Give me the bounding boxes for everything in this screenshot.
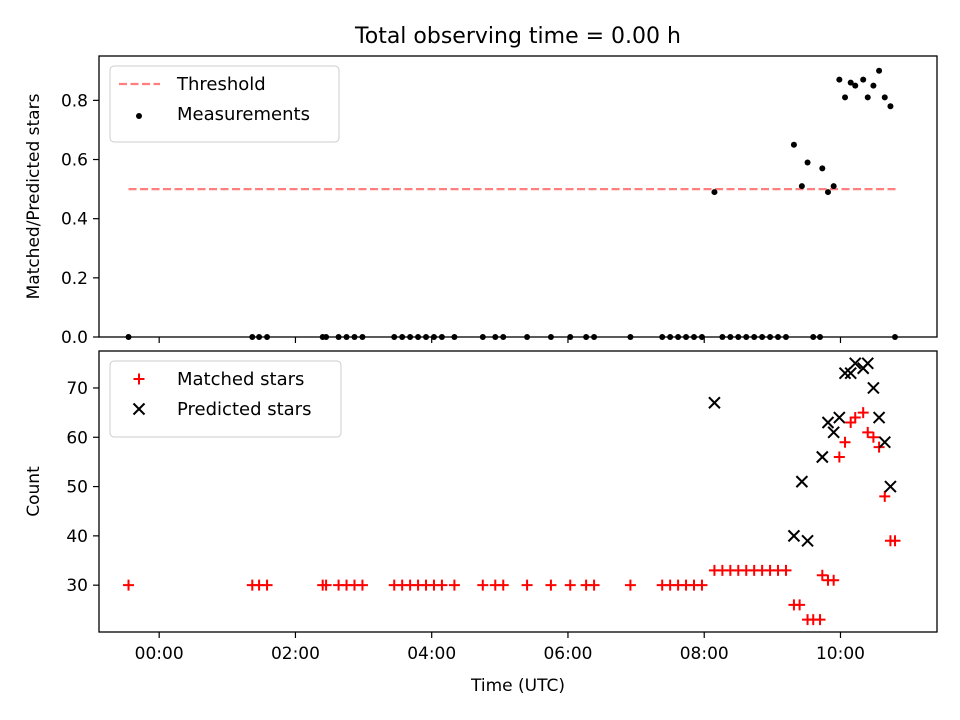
matched-star-point <box>477 579 489 591</box>
matched-star-point <box>436 579 448 591</box>
measurement-point <box>804 159 811 166</box>
predicted-star-point <box>795 475 809 488</box>
legend-label: Threshold <box>176 74 266 95</box>
measurement-point <box>824 189 831 196</box>
matched-star-point <box>696 579 708 591</box>
predicted-star-point <box>827 426 840 439</box>
top-ytick-label: 0.6 <box>61 151 88 171</box>
xtick-label: 10:00 <box>816 644 865 664</box>
predicted-star-point <box>838 366 852 380</box>
top-ytick-label: 0.8 <box>61 91 88 111</box>
legend-label: Measurements <box>177 104 310 125</box>
bottom-ytick-label: 30 <box>66 576 88 596</box>
measurement-point <box>790 141 797 148</box>
measurement-point <box>881 94 888 101</box>
bottom-legend: Matched stars Predicted stars <box>109 360 342 438</box>
legend-matched-swatch <box>133 373 145 385</box>
matched-star-point <box>448 579 460 591</box>
predicted-star-point <box>821 416 835 429</box>
matched-star-point <box>857 407 869 419</box>
matched-star-point <box>828 574 840 586</box>
top-legend: Threshold Measurements <box>109 65 340 143</box>
predicted-star-point <box>867 381 880 395</box>
bottom-ytick-label: 70 <box>66 379 88 399</box>
predicted-star-point <box>708 396 721 409</box>
predicted-star-point <box>878 435 891 449</box>
bottom-ytick-label: 50 <box>66 478 88 498</box>
matched-star-point <box>521 579 533 591</box>
xlabel: Time (UTC) <box>470 676 565 696</box>
top-ytick-label: 0.2 <box>61 269 88 289</box>
top-legend-box <box>109 65 340 143</box>
matched-star-point <box>833 451 845 463</box>
measurement-point <box>870 82 877 89</box>
predicted-star-point <box>884 480 897 493</box>
measurement-point <box>842 94 849 101</box>
matched-star-point <box>849 412 861 424</box>
top-ylabel: Matched/Predicted stars <box>24 93 44 299</box>
matched-star-point <box>889 535 901 547</box>
xtick-label: 00:00 <box>135 644 184 664</box>
predicted-star-point <box>816 450 829 464</box>
matched-star-point <box>867 431 879 443</box>
matched-star-point <box>588 579 600 591</box>
legend-measurement-swatch <box>136 113 142 119</box>
xtick-label: 04:00 <box>407 644 456 664</box>
predicted-star-point <box>833 411 846 424</box>
matched-star-point <box>624 579 636 591</box>
top-axes-frame <box>98 55 938 338</box>
measurement-point <box>711 189 718 196</box>
matched-star-point <box>564 579 576 591</box>
matched-star-point <box>261 579 273 591</box>
predicted-star-point <box>872 411 886 424</box>
bottom-axes-frame <box>98 350 938 633</box>
top-ytick-label: 0.4 <box>61 210 88 230</box>
legend-predicted-swatch <box>132 402 146 416</box>
measurement-point <box>864 94 871 101</box>
bottom-legend-box <box>109 360 342 438</box>
measurement-point <box>887 103 894 110</box>
matched-star-point <box>497 579 509 591</box>
chart-title: Total observing time = 0.00 h <box>354 24 681 49</box>
measurement-point <box>798 183 805 190</box>
predicted-star-point <box>787 529 801 543</box>
measurement-point <box>876 67 883 74</box>
measurement-point <box>836 76 843 83</box>
top-ytick-label: 0.0 <box>61 328 88 348</box>
bottom-ylabel: Count <box>24 466 44 517</box>
measurement-point <box>819 165 826 172</box>
measurement-point <box>830 183 837 190</box>
measurement-point <box>852 82 859 89</box>
xtick-label: 06:00 <box>543 644 592 664</box>
matched-star-point <box>816 569 828 581</box>
matched-star-point <box>123 579 135 591</box>
legend-label: Predicted stars <box>177 399 311 420</box>
predicted-star-point <box>849 357 862 370</box>
matched-star-point <box>794 599 806 611</box>
matched-star-point <box>780 564 792 576</box>
matched-star-point <box>356 579 368 591</box>
xtick-label: 02:00 <box>271 644 320 664</box>
matched-star-point <box>862 426 874 438</box>
matched-star-point <box>320 579 332 591</box>
bottom-ytick-label: 60 <box>66 428 88 448</box>
legend-label: Matched stars <box>177 369 304 390</box>
matched-star-point <box>545 579 557 591</box>
matched-star-point <box>839 436 851 448</box>
measurement-point <box>847 79 854 86</box>
predicted-star-point <box>801 534 814 548</box>
matched-star-point <box>814 614 826 626</box>
bottom-ytick-label: 40 <box>66 527 88 547</box>
xtick-label: 08:00 <box>680 644 729 664</box>
predicted-star-point <box>844 366 857 380</box>
predicted-star-point <box>861 357 874 370</box>
matched-star-point <box>879 490 891 502</box>
measurement-point <box>860 76 867 83</box>
